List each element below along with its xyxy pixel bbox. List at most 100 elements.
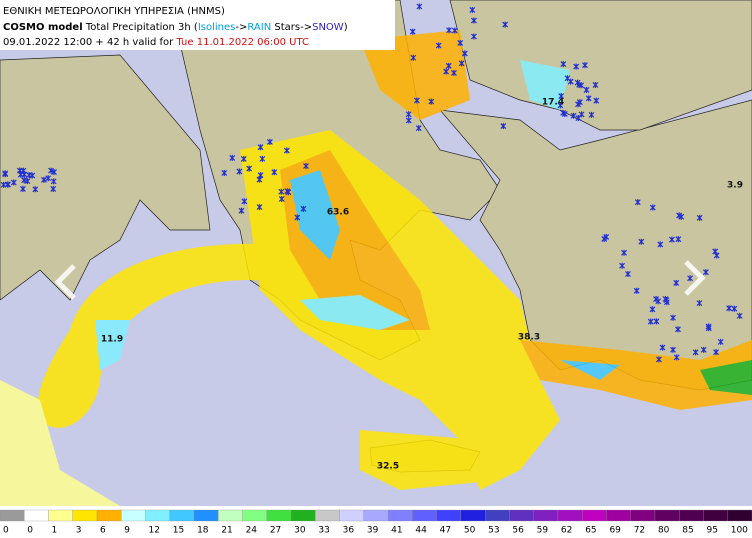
snow-star <box>405 111 412 118</box>
snow-star <box>413 97 420 104</box>
snow-star <box>678 213 685 220</box>
snow-star <box>592 81 599 88</box>
snow-star <box>502 21 509 28</box>
snow-star <box>659 344 666 351</box>
snow-star <box>256 204 263 211</box>
snow-star <box>457 39 464 46</box>
snow-star <box>687 275 693 282</box>
snow-star <box>435 42 442 49</box>
snow-star <box>593 97 600 104</box>
legend-tick-label: 47 <box>440 526 451 536</box>
snow-star <box>45 175 52 182</box>
snow-star <box>221 169 228 176</box>
snow-star <box>625 270 631 277</box>
snow-star <box>240 155 247 162</box>
valid: Tue 11.01.2022 06:00 UTC <box>175 37 309 48</box>
legend-swatch <box>363 509 389 522</box>
legend-swatch <box>290 509 316 522</box>
snow-star <box>696 300 703 307</box>
max-label: 38.3 <box>518 333 540 343</box>
snow-star <box>649 204 656 211</box>
snow-star <box>619 262 625 269</box>
legend-swatch <box>630 509 656 522</box>
snow-star <box>246 165 253 172</box>
legend-tick-label: 95 <box>706 526 717 536</box>
snow-star <box>576 99 583 106</box>
snow-star <box>405 117 412 124</box>
snow-star <box>10 179 17 186</box>
snow-star <box>445 62 452 69</box>
snow-star <box>278 195 285 202</box>
legend-swatch <box>242 509 267 522</box>
snow-star <box>713 349 719 356</box>
legend-swatch <box>703 509 728 522</box>
snow-star <box>5 181 11 188</box>
snow-star <box>428 98 435 105</box>
legend-swatch <box>339 509 365 522</box>
snow-star <box>20 185 26 192</box>
legend-tick-label: 65 <box>585 526 596 536</box>
prev-arrow[interactable] <box>54 264 76 300</box>
snow-star <box>726 305 732 312</box>
legend-tick-label: 41 <box>391 526 402 536</box>
snow-star <box>50 178 57 185</box>
run: 09.01.2022 12:00 + 42 h valid for <box>3 37 176 48</box>
legend-tick-label: 3 <box>76 526 82 536</box>
legend-swatch <box>485 509 510 522</box>
max-label: 63.6 <box>327 208 349 218</box>
next-arrow[interactable] <box>684 260 706 296</box>
snow-star <box>653 318 660 325</box>
snow-star <box>692 349 699 356</box>
legend-swatch <box>169 509 195 522</box>
legend-swatch <box>96 509 122 522</box>
color-legend: 0 0 1 3 6 9 12 15 18 21 24 27 30 33 36 39 41 44 47 50 53 56 59… <box>0 509 752 536</box>
title: Total Precipitation 3h ( <box>83 22 198 33</box>
legend-swatch <box>654 509 680 522</box>
legend-tick-label: 80 <box>658 526 670 536</box>
snow-star <box>649 306 656 313</box>
legend-tick-label: 33 <box>318 526 329 536</box>
model: COSMO model <box>3 22 83 33</box>
isolines: Isolines <box>198 22 236 33</box>
max-label: 3.9 <box>727 181 743 191</box>
snow-star <box>633 287 640 294</box>
snow-star <box>634 199 641 206</box>
snow-star <box>558 93 565 100</box>
legend-swatch <box>315 509 340 522</box>
legend-swatch <box>557 509 583 522</box>
legend-tick-label: 21 <box>221 526 232 536</box>
legend-swatch <box>193 509 219 522</box>
snow-star <box>675 326 681 333</box>
legend-tick-label: 59 <box>537 526 549 536</box>
snow-star <box>668 236 675 243</box>
snow-star <box>238 207 245 214</box>
legend-swatch <box>48 509 73 522</box>
snow-star <box>675 236 682 243</box>
snow-star <box>717 338 724 345</box>
snow-star <box>32 186 39 193</box>
legend-tick-label: 39 <box>367 526 379 536</box>
legend-tick-label: 56 <box>512 526 524 536</box>
snow-star <box>303 162 309 169</box>
snow-star <box>236 168 243 175</box>
legend-swatch <box>533 509 559 522</box>
snow-star <box>50 185 57 192</box>
max-label: 32.5 <box>377 462 399 472</box>
snow-star <box>700 346 707 353</box>
legend-tick-label: 62 <box>561 526 572 536</box>
snow-star <box>647 318 654 325</box>
rain: RAIN <box>247 22 271 33</box>
snow-star <box>41 176 47 183</box>
legend-swatch <box>121 509 146 522</box>
snow-star <box>702 269 709 276</box>
legend-swatch <box>412 509 437 522</box>
legend-swatch <box>72 509 98 522</box>
snow-star <box>416 3 423 10</box>
legend-tick-label: 24 <box>246 526 258 536</box>
snow-star <box>705 325 712 332</box>
snow-star <box>410 54 417 61</box>
snow-star <box>451 69 457 76</box>
legend-tick-label: 69 <box>609 526 621 536</box>
snow-star <box>656 356 662 363</box>
